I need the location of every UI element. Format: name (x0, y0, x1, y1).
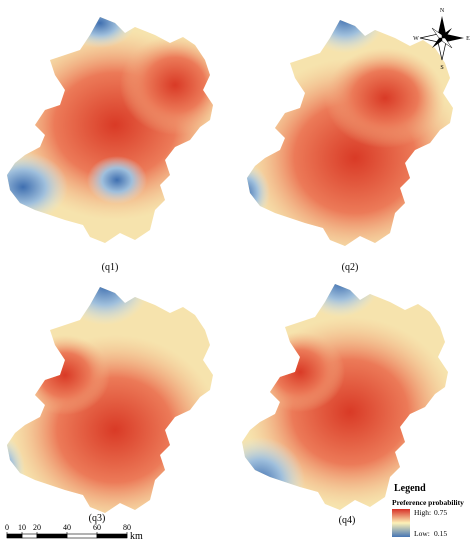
compass-e: E (466, 36, 470, 42)
map-surface (120, 35, 213, 135)
scale-segment (66, 533, 98, 539)
map-surface (7, 152, 68, 222)
map-surface (10, 335, 213, 513)
scale-segment (36, 533, 68, 539)
scale-tick-label: 10 (18, 523, 26, 532)
legend-subtitle: Preference probability (392, 498, 464, 507)
scale-tick-label: 20 (33, 523, 41, 532)
map-surface (65, 17, 135, 48)
compass: N S E W (413, 8, 470, 71)
legend-low-value: 0.15 (434, 529, 447, 538)
compass-s: S (440, 65, 443, 71)
panel-label: (q2) (342, 262, 359, 273)
legend-ramp (392, 509, 410, 537)
scale-segment (96, 533, 128, 539)
legend: Legend Preference probability High: 0.75… (392, 483, 464, 538)
map-panels (7, 17, 453, 513)
map-surface (60, 287, 150, 325)
legend-title: Legend (394, 483, 426, 494)
scale-tick-label: 60 (93, 523, 101, 532)
panel-label: (q3) (89, 513, 106, 524)
legend-low-label: Low: (414, 529, 430, 538)
map-surface (255, 332, 345, 412)
scale-tick-label: 0 (5, 523, 9, 532)
map-panel (7, 287, 213, 513)
map-surface (300, 284, 380, 317)
map-surface (247, 163, 270, 223)
map-surface (20, 335, 110, 415)
panel-label: (q4) (339, 515, 356, 526)
panel-label: (q1) (102, 262, 119, 273)
scale-segment (21, 533, 38, 539)
scale-segment (6, 533, 23, 539)
compass-w: W (413, 36, 419, 42)
scale-tick-label: 80 (123, 523, 131, 532)
map-surface (325, 48, 445, 148)
legend-high-label: High: (414, 508, 431, 517)
scale-tick-label: 40 (63, 523, 71, 532)
scale-unit: km (130, 531, 143, 542)
map-surface (87, 156, 147, 204)
map-surface (242, 437, 305, 510)
legend-high-value: 0.75 (434, 508, 447, 517)
map-panel (7, 17, 213, 243)
compass-n: N (440, 8, 445, 14)
